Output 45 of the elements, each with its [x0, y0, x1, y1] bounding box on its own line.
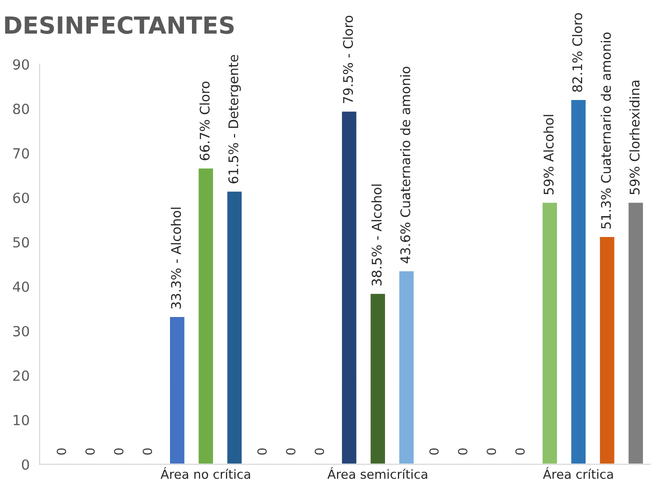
bar: [627, 201, 644, 464]
data-label: 0: [114, 448, 124, 455]
bar: [541, 201, 558, 464]
data-label: 0: [486, 448, 496, 455]
x-tick-label: Área crítica: [542, 467, 613, 479]
data-label: 0: [314, 448, 324, 455]
bar: [598, 236, 616, 464]
bar: [168, 316, 186, 464]
data-label: 0: [56, 448, 66, 455]
x-tick-label: Área no crítica: [160, 467, 250, 479]
data-label: 59% Clorhexidina: [629, 80, 640, 194]
data-label: 0: [429, 448, 439, 455]
y-tick-label: 90: [13, 59, 29, 70]
data-label: 51.3% Cuaternario de amonio: [600, 32, 611, 229]
data-label: 61.5% - Detergente: [228, 54, 241, 184]
data-label: 43.6% Cuaternario de amonio: [400, 66, 410, 264]
y-tick-label: 0: [22, 459, 29, 470]
y-tick-label: 60: [13, 192, 29, 204]
bar: [369, 292, 386, 464]
y-tick-label: 40: [12, 281, 29, 292]
data-label: 0: [257, 448, 267, 455]
data-label: 33.3% - Alcohol: [170, 208, 182, 309]
data-label: 0: [142, 448, 152, 455]
bar: [570, 98, 588, 464]
data-label: 0: [515, 448, 525, 455]
y-tick-label: 50: [13, 237, 29, 248]
data-label: 0: [85, 448, 95, 455]
y-tick-label: 10: [14, 414, 29, 426]
y-tick-label: 80: [13, 104, 29, 114]
y-tick-label: 70: [13, 148, 29, 159]
bar: [398, 270, 416, 464]
y-tick-label: 20: [13, 370, 29, 381]
data-label: 0: [458, 448, 468, 455]
chart-title: DESINFECTANTES: [5, 16, 234, 34]
bar: [197, 167, 214, 464]
bar: [340, 110, 358, 464]
data-label: 0: [286, 448, 296, 455]
data-label: 38.5% - Alcohol: [371, 184, 382, 286]
data-label: 82.1% Cloro: [572, 13, 582, 92]
data-label: 66.7% Cloro: [199, 82, 210, 160]
bar: [226, 190, 244, 464]
x-tick-label: Área semicrítica: [327, 467, 428, 479]
data-label: 59% Alcohol: [543, 114, 554, 194]
data-label: 79.5% - Cloro: [342, 16, 353, 104]
y-tick-label: 30: [13, 326, 29, 336]
